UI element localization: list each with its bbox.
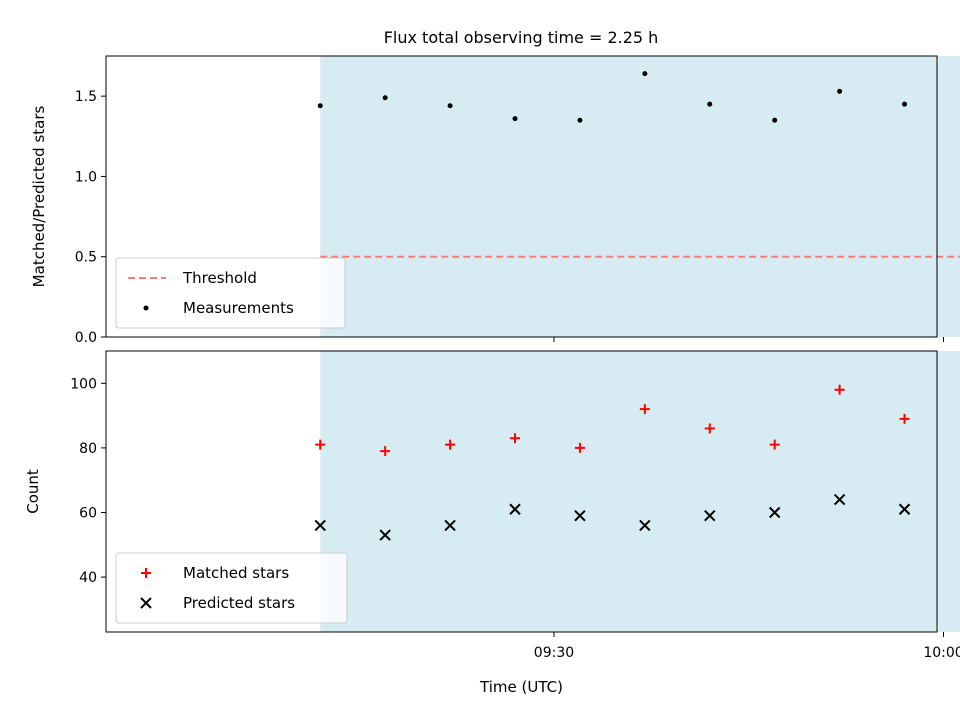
legend: Matched stars Predicted stars	[115, 552, 348, 624]
y-tick-label: 0.0	[75, 330, 97, 346]
x-tick-label: 09:30	[534, 645, 574, 661]
legend: Threshold Measurements	[115, 257, 346, 329]
legend-measurement-swatch	[143, 305, 149, 311]
measurement-point	[317, 103, 323, 109]
predicted-star-point	[898, 503, 911, 515]
measurement-point	[642, 71, 648, 77]
legend-box	[115, 257, 346, 329]
predicted-star-point	[768, 506, 781, 519]
axes-frame	[105, 350, 938, 633]
y-tick-label: 60	[79, 505, 97, 521]
legend-label: Measurements	[183, 299, 294, 317]
axes-frame	[105, 55, 938, 338]
y-tick-label: 0.5	[75, 250, 97, 266]
x-tick-label: 10:00	[923, 645, 960, 661]
matched-star-point	[510, 433, 521, 444]
matched-star-point	[315, 439, 326, 450]
chart-title: Flux total observing time = 2.25 h	[384, 28, 659, 47]
legend-label: Predicted stars	[183, 594, 295, 612]
legend-predicted-swatch	[140, 597, 152, 609]
predicted-star-point	[379, 529, 391, 541]
predicted-star-point	[444, 519, 456, 532]
matched-star-point	[574, 442, 585, 453]
predicted-star-point	[574, 510, 586, 522]
measurement-point	[707, 101, 713, 107]
measurement-point	[837, 88, 843, 94]
predicted-star-point	[314, 519, 326, 532]
predicted-star-point	[833, 493, 846, 506]
measurement-point	[577, 117, 583, 123]
y-tick-label: 1.0	[75, 169, 97, 185]
measurement-point	[382, 95, 388, 101]
y-axis-label: Matched/Predicted stars	[30, 106, 48, 288]
measurement-point	[902, 101, 908, 107]
observing-span	[320, 56, 960, 337]
predicted-star-point	[704, 510, 716, 522]
matched-star-point	[834, 384, 845, 395]
legend-label: Matched stars	[183, 564, 289, 582]
matched-star-point	[445, 439, 456, 450]
y-tick-label: 80	[79, 441, 97, 457]
matched-star-point	[769, 439, 780, 450]
y-tick-label: 100	[70, 376, 97, 392]
count-panel: 40608010009:3010:0010:3011:0011:30CountT…	[24, 350, 960, 696]
observing-span	[320, 351, 960, 632]
measurement-point	[447, 103, 453, 109]
x-axis-label: Time (UTC)	[479, 678, 563, 696]
measurement-point	[512, 116, 518, 122]
ratio-panel: 0.0 0.5 1.0 1.5 Matched/Predicted stars Thres…	[30, 55, 960, 346]
y-tick-label: 1.5	[75, 89, 97, 105]
matched-star-point	[899, 413, 910, 424]
matched-star-point	[704, 423, 715, 434]
y-tick-label: 40	[79, 570, 97, 586]
legend-box	[115, 552, 348, 624]
legend-label: Threshold	[182, 269, 257, 287]
measurement-point	[772, 117, 778, 123]
predicted-star-point	[639, 519, 651, 532]
matched-star-point	[639, 404, 650, 415]
predicted-star-point	[509, 503, 521, 515]
matched-star-point	[380, 446, 391, 457]
legend-matched-swatch	[141, 568, 151, 578]
y-axis-label: Count	[24, 469, 42, 514]
